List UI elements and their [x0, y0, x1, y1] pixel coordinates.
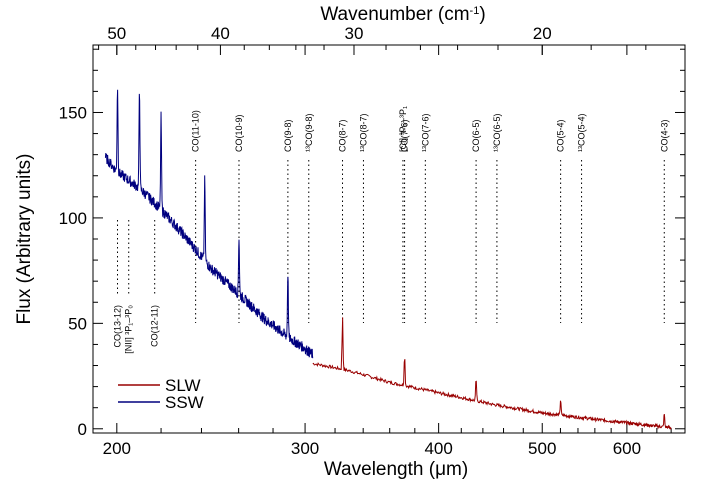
annotation-label: ¹³CO(7-6): [420, 114, 430, 153]
x-tick-label: 400: [424, 439, 452, 458]
y-tick-label: 50: [68, 314, 87, 333]
series-line-ssw: [104, 89, 314, 359]
x-tick-label: 300: [291, 439, 319, 458]
annotation-label: CO(7-6): [400, 119, 410, 152]
y-tick-label: 0: [78, 420, 87, 439]
x2-tick-label: 40: [211, 24, 230, 43]
y-axis-title: Flux (Arbitrary units): [14, 153, 35, 324]
annotation-label: CO(4-3): [659, 119, 669, 152]
x2-tick-label: 30: [345, 24, 364, 43]
x-tick-label: 500: [528, 439, 556, 458]
x2-tick-label: 20: [533, 24, 552, 43]
annotation-label: ¹³CO(5-4): [577, 114, 587, 153]
annotation-label: [CI] ³P₂–³P₁: [398, 106, 408, 152]
x-axis-title: Wavelength (μm): [324, 459, 468, 480]
series-lines: [104, 89, 672, 431]
annotation-label: ¹³CO(8-7): [358, 114, 368, 153]
line-annotations: CO(13-12) [NII] ³P₁–³P₀ CO(12-11) CO(11-10)…: [113, 106, 670, 354]
annotation-label: ¹³CO(6-5): [492, 114, 502, 153]
annotation-label: [NII] ³P₁–³P₀: [124, 305, 134, 354]
legend-label-ssw: SSW: [165, 393, 204, 412]
x-tick-label: 200: [103, 439, 131, 458]
top-axis-title: Wavenumber (cm-1): [320, 4, 485, 25]
annotation-label: CO(6-5): [471, 119, 481, 152]
annotation-label: CO(12-11): [150, 305, 160, 347]
annotation-label: CO(9-8): [283, 119, 293, 152]
annotation-label: CO(8-7): [338, 119, 348, 152]
annotation-label: ¹³CO(9-8): [304, 114, 314, 153]
annotation-label: CO(10-9): [234, 114, 244, 152]
legend-label-slw: SLW: [165, 376, 201, 395]
x2-tick-label: 50: [107, 24, 126, 43]
y-tick-label: 100: [59, 209, 87, 228]
axis-ticks: [93, 45, 686, 433]
series-line-slw: [312, 317, 672, 431]
plot-frame: [92, 44, 686, 434]
annotation-label: CO(5-4): [556, 119, 566, 152]
y-tick-label: 150: [59, 103, 87, 122]
annotation-label: CO(13-12): [113, 305, 123, 348]
legend: SLW SSW: [118, 376, 204, 412]
x-tick-label: 600: [613, 439, 641, 458]
annotation-label: CO(11-10): [191, 110, 201, 152]
